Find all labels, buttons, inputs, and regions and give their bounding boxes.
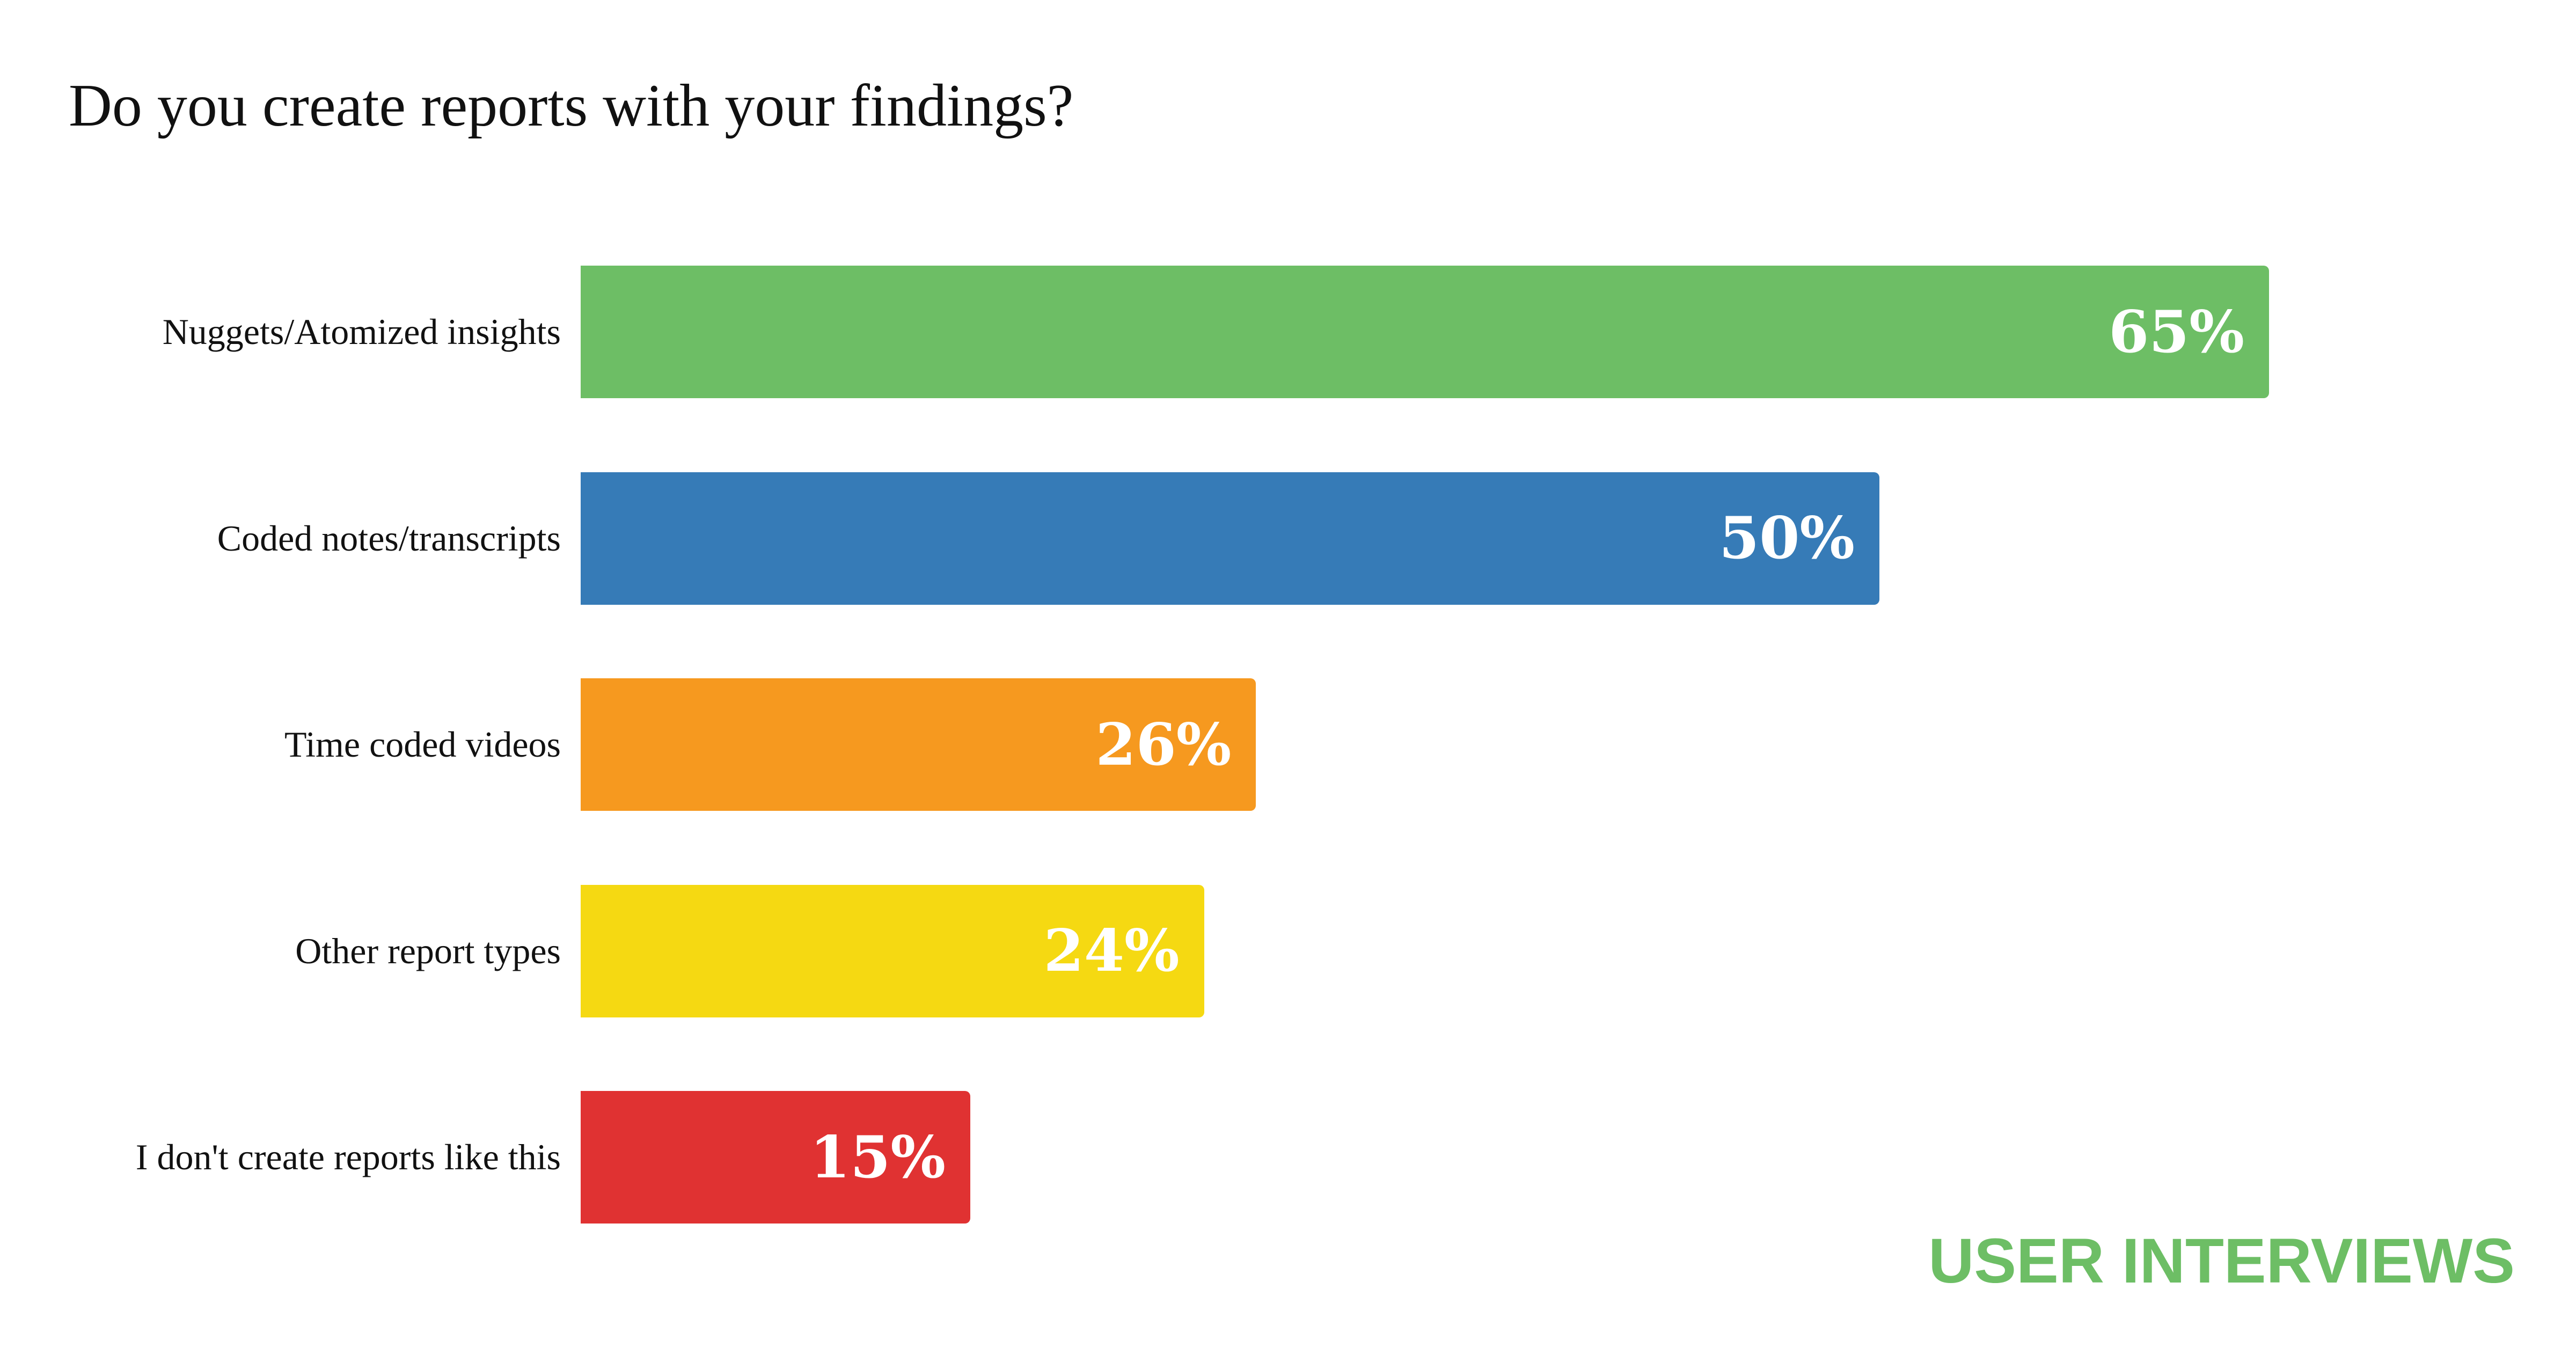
chart-title: Do you create reports with your findings…	[69, 72, 1074, 139]
value-label: 65%	[2109, 298, 2244, 366]
bar	[581, 678, 1256, 811]
bar	[581, 1091, 970, 1224]
bar	[581, 884, 1204, 1017]
value-label: 50%	[1719, 504, 1855, 572]
value-label: 24%	[1043, 917, 1180, 985]
bar	[581, 472, 1879, 605]
category-label: Other report types	[295, 930, 561, 971]
category-label: Coded notes/transcripts	[217, 517, 561, 559]
value-label: 26%	[1095, 710, 1232, 779]
brand-logo: USER INTERVIEWS	[1928, 1226, 2515, 1296]
bar	[581, 266, 2269, 398]
category-label: Nuggets/Atomized insights	[162, 311, 561, 352]
category-label: Time coded videos	[284, 724, 561, 765]
value-label: 15%	[810, 1123, 946, 1191]
category-label: I don't create reports like this	[135, 1137, 561, 1177]
